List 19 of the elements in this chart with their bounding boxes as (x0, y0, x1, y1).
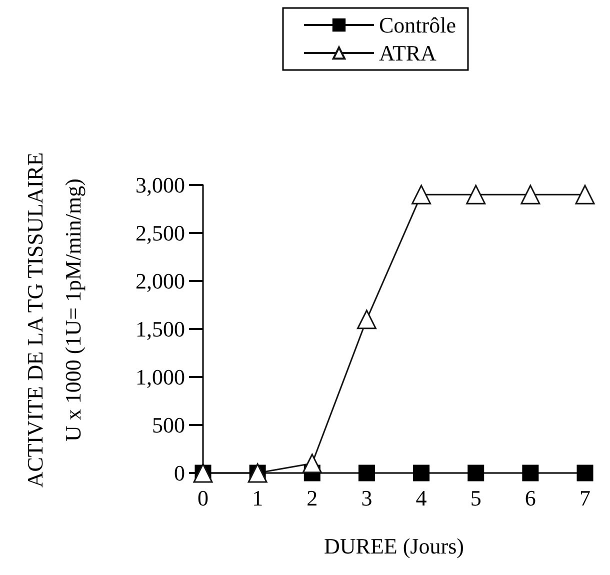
y-tick-label: 2,000 (136, 268, 185, 294)
x-tick-label: 1 (252, 486, 264, 510)
legend-label: ATRA (379, 40, 437, 66)
y-tick-label: 500 (152, 412, 185, 438)
x-tick-label: 0 (198, 486, 208, 510)
x-tick-label: 3 (361, 486, 372, 510)
y-tick-label: 1,500 (136, 316, 185, 342)
x-tick-label: 7 (580, 486, 590, 510)
y-tick-label: 3,000 (136, 172, 185, 198)
y-axis-title: ACTIVITE DE LA TG TISSULAIRE U x 1000 (1U= 1pM/min/mg) (22, 152, 86, 488)
x-tick-label: 5 (470, 486, 482, 510)
x-tick-label: 6 (524, 486, 536, 510)
x-tick-label: 4 (416, 486, 427, 510)
y-tick-label: 1,000 (136, 364, 185, 390)
y-tick-label: 0 (174, 460, 185, 486)
y-tick-label: 2,500 (136, 220, 185, 246)
x-axis-title: DUREE (Jours) (324, 534, 464, 558)
x-tick-label: 2 (306, 486, 318, 510)
legend-label: Contrôle (379, 12, 456, 38)
